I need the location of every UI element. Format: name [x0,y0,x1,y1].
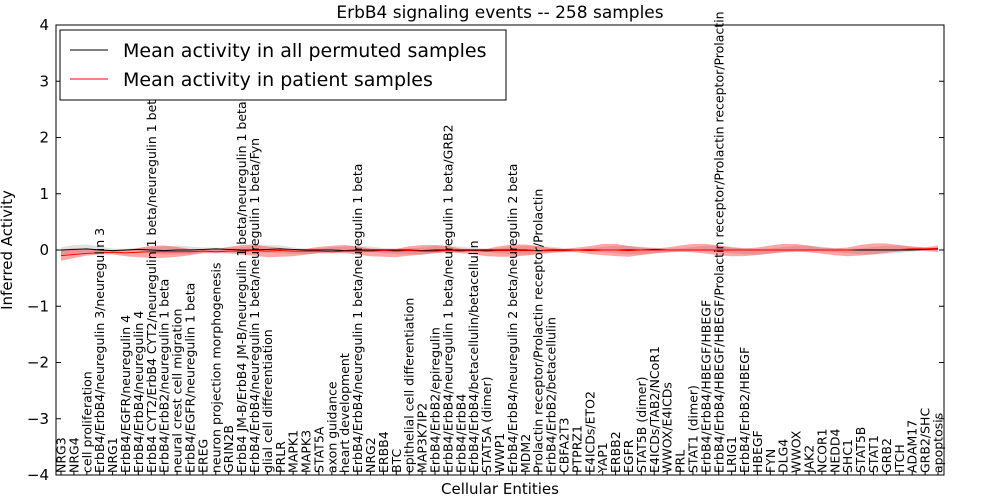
x-tick-label: ErbB4/ErbB4/neuregulin 2 beta/neuregulin… [505,164,520,473]
chart-title: ErbB4 signaling events -- 258 samples [336,3,663,23]
x-tick-label: WWP1 [492,433,507,473]
x-tick-label: NEDD4 [827,429,842,473]
patient-band [61,243,938,261]
y-tick-label: 4 [39,16,49,34]
x-tick-label: NRG3 [54,437,69,473]
y-tick-label: 1 [39,185,49,203]
x-tick-label: NRG1 [105,437,120,473]
x-tick-label: ErbB4/ErbB4/HBEGF/HBEGF/Prolactin recept… [711,11,726,473]
x-tick-label: axon guidance [324,381,339,473]
x-tick-label: PRLR [273,441,288,473]
x-tick-label: STAT1 [866,435,881,473]
x-tick-label: BTC [389,449,404,473]
x-tick-label: CBFA2T3 [556,418,571,473]
x-tick-label: ErbB4/EGFR/neuregulin 4 [118,315,133,473]
x-tick-label: ErbB4/ErbB4/HBEGF/HBEGF [698,300,713,473]
legend-box [59,29,507,101]
x-tick-label: NCOR1 [814,428,829,473]
x-tick-label: PTPRZ1 [569,425,584,473]
x-tick-label: MAPK1 [286,430,301,473]
x-tick-label: STAT5B (dimer) [634,377,649,473]
x-tick-label: ErbB4/ErbB2/betacellulin [544,317,559,473]
legend: Mean activity in all permuted samples Me… [59,29,507,101]
x-tick-label: ErbB4 CYT2/ErbB4 CYT2/neuregulin 1 beta/… [144,92,159,473]
x-tick-label: EREG [195,439,210,473]
x-tick-label: ErbB4/ErbB4/neuregulin 4 [131,311,146,473]
x-tick-label: ITCH [892,444,907,473]
x-tick-label: ErbB4/ErbB2/epiregulin [428,327,443,473]
y-tick-label: 0 [39,241,49,259]
x-tick-label: apoptosis [931,413,946,473]
x-tick-label: STAT5B [853,427,868,473]
x-tick-label: ErbB4 JM-B/ErbB4 JM-B/neuregulin 1 beta/… [234,101,249,473]
x-tick-label: glial cell differentiation [260,329,275,473]
y-tick-label: −4 [27,466,49,484]
legend-label-permuted: Mean activity in all permuted samples [123,40,486,62]
x-tick-label: DLG4 [776,439,791,473]
x-tick-label: E4ICDs/TAB2/NCoR1 [647,346,662,473]
x-tick-label: ErbB4/ErbB4/neuregulin 1 beta/neuregulin… [350,164,365,473]
x-tick-label: neuron projection morphogenesis [208,262,223,473]
x-tick-label: YAP1 [595,442,610,474]
x-tick-label: WWOX/E4ICDs [660,382,675,473]
x-tick-label: FYN [763,449,778,473]
x-tick-label: GRB2 [879,438,894,473]
x-tick-label: JAK2 [802,445,817,474]
x-tick-label: EGFR [621,439,636,473]
patient-mean-line [60,247,939,257]
x-tick-label: LRIG1 [724,436,739,473]
x-tick-label: ErbB4/ErbB4/neuregulin 3/neuregulin 3 [92,228,107,473]
x-tick-label: ErbB4/ErbB4/neuregulin 1 beta/neuregulin… [247,138,262,473]
x-tick-label: ErbB4/ErbB2/HBEGF [737,347,752,473]
x-tick-label: ErbB4/EGFR/neuregulin 1 beta [182,283,197,473]
x-tick-label: ERBB2 [608,431,623,473]
x-tick-label: MAPK3 [299,430,314,473]
y-tick-label: −1 [27,297,49,315]
x-tick-label: ErbB4/ErbB4/neuregulin 1 beta/neuregulin… [440,124,455,473]
x-tick-label: ERBB4 [376,431,391,473]
x-tick-label: ErbB4/ErbB4/betacellulin/betacellulin [466,240,481,473]
y-tick-label: 2 [39,129,49,147]
x-tick-label: ErbB4/ErbB4 [453,394,468,473]
x-tick-label: MAP3K7IP2 [415,403,430,473]
y-axis-label: Inferred Activity [0,190,16,310]
x-tick-label: HBEGF [750,430,765,473]
x-tick-label: ErbB4/ErbB2/neuregulin 1 beta [157,279,172,473]
x-tick-label: neural crest cell migration [170,309,185,473]
x-tick-label: STAT5A (dimer) [479,377,494,473]
x-tick-label: GRB2/SHC [918,408,933,473]
y-tick-label: −3 [27,410,49,428]
plot-frame [55,24,945,476]
x-tick-label: NRG4 [66,437,81,473]
x-tick-label: WWOX [789,430,804,473]
x-tick-label: PRL [673,450,688,473]
x-tick-label: SHC1 [840,439,855,473]
x-tick-label: STAT1 (dimer) [685,385,700,473]
x-tick-label: E4ICDs/ETO2 [582,391,597,473]
x-tick-label: ADAM17 [905,420,920,473]
y-tick-label: 3 [39,72,49,90]
legend-label-patient: Mean activity in patient samples [123,69,433,91]
x-axis-label: Cellular Entities [441,480,559,498]
x-tick-label: STAT5A [311,426,326,473]
y-tick-label: −2 [27,354,49,372]
x-tick-label: cell proliferation [79,371,94,473]
x-tick-label: MDM2 [518,434,533,473]
x-tick-label: heart development [337,353,352,473]
x-tick-label: epithelial cell differentiation [402,298,417,473]
x-tick-label: Prolactin receptor/Prolactin receptor/Pr… [531,189,546,473]
x-tick-label: NRG2 [363,437,378,473]
x-tick-label: GRIN2B [221,425,236,473]
